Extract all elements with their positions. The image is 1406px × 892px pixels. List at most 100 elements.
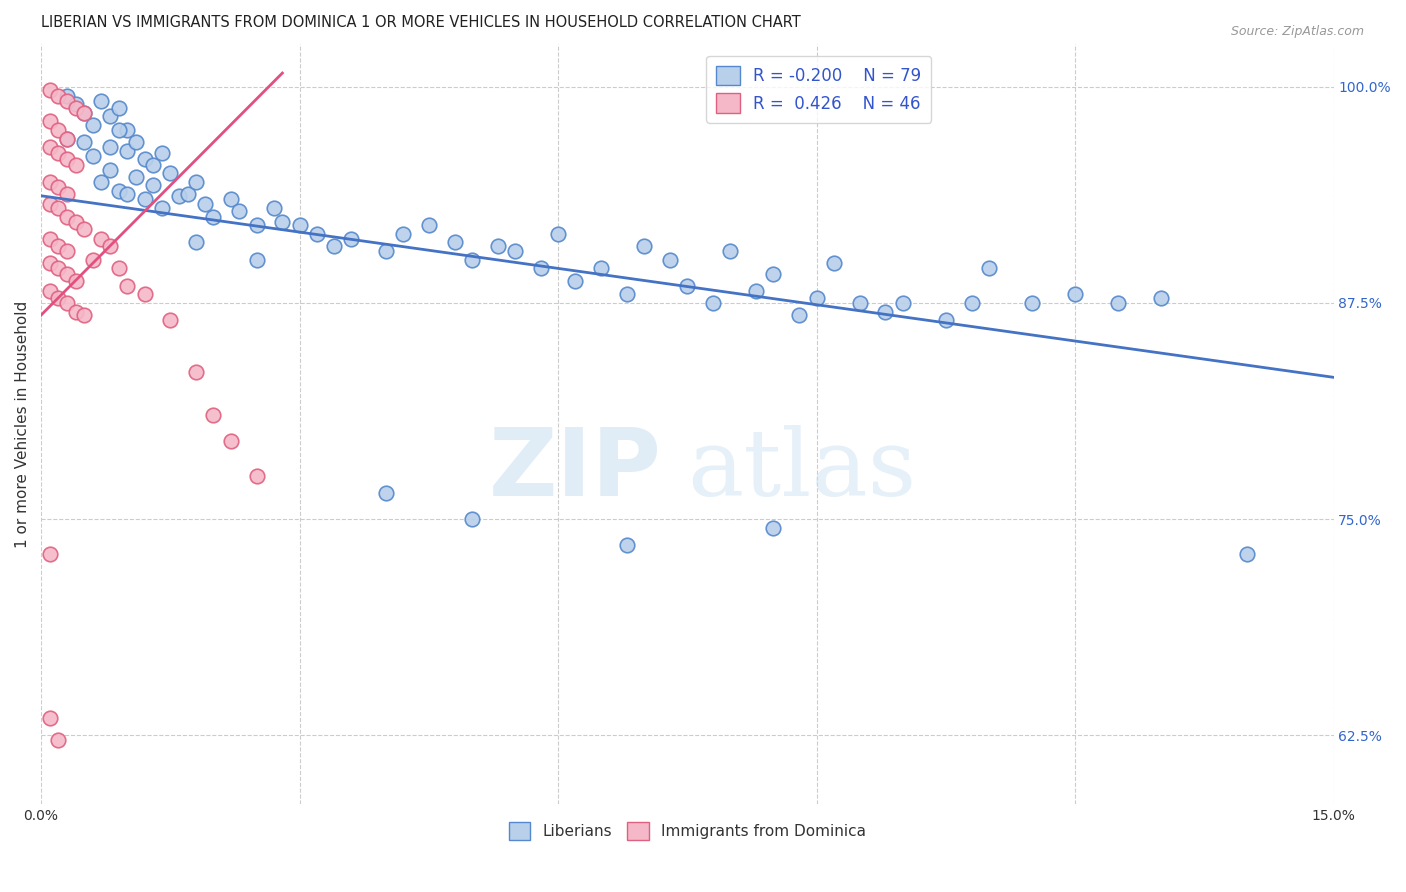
Point: [263, 201, 285, 215]
Point: [46, 88, 69, 103]
Point: [38, 175, 60, 189]
Point: [891, 296, 914, 310]
Point: [374, 244, 396, 259]
Point: [134, 153, 156, 167]
Point: [56, 187, 79, 202]
Point: [1236, 547, 1258, 561]
Point: [702, 296, 724, 310]
Point: [46, 291, 69, 305]
Point: [38, 83, 60, 97]
Text: LIBERIAN VS IMMIGRANTS FROM DOMINICA 1 OR MORE VEHICLES IN HOUSEHOLD CORRELATION: LIBERIAN VS IMMIGRANTS FROM DOMINICA 1 O…: [41, 15, 801, 30]
Point: [245, 468, 267, 483]
Point: [159, 313, 181, 327]
Legend: Liberians, Immigrants from Dominica: Liberians, Immigrants from Dominica: [502, 816, 872, 847]
Point: [46, 261, 69, 276]
Point: [73, 105, 96, 120]
Point: [1021, 296, 1043, 310]
Point: [117, 123, 139, 137]
Point: [65, 158, 87, 172]
Point: [194, 197, 217, 211]
Point: [245, 218, 267, 232]
Point: [591, 261, 613, 276]
Y-axis label: 1 or more Vehicles in Household: 1 or more Vehicles in Household: [15, 301, 30, 548]
Point: [107, 101, 129, 115]
Point: [461, 252, 484, 267]
Point: [90, 175, 112, 189]
Point: [38, 197, 60, 211]
Point: [56, 153, 79, 167]
Point: [65, 215, 87, 229]
Point: [461, 512, 484, 526]
Point: [718, 244, 741, 259]
Point: [875, 304, 897, 318]
Point: [228, 204, 250, 219]
Point: [38, 711, 60, 725]
Point: [56, 132, 79, 146]
Point: [98, 239, 121, 253]
Point: [305, 227, 328, 241]
Point: [1107, 296, 1129, 310]
Point: [56, 94, 79, 108]
Point: [564, 273, 586, 287]
Point: [56, 296, 79, 310]
Point: [117, 278, 139, 293]
Point: [73, 308, 96, 322]
Point: [340, 232, 363, 246]
Point: [392, 227, 415, 241]
Point: [65, 273, 87, 287]
Point: [443, 235, 465, 250]
Point: [125, 135, 148, 149]
Point: [38, 256, 60, 270]
Point: [848, 296, 870, 310]
Point: [762, 267, 785, 281]
Point: [65, 101, 87, 115]
Point: [46, 123, 69, 137]
Point: [117, 187, 139, 202]
Point: [935, 313, 957, 327]
Text: ZIP: ZIP: [489, 424, 661, 516]
Point: [530, 261, 553, 276]
Point: [176, 187, 198, 202]
Point: [82, 118, 104, 132]
Point: [46, 201, 69, 215]
Point: [616, 538, 638, 552]
Point: [56, 132, 79, 146]
Point: [219, 192, 242, 206]
Point: [107, 184, 129, 198]
Point: [659, 252, 682, 267]
Point: [186, 175, 208, 189]
Point: [762, 521, 785, 535]
Point: [288, 218, 311, 232]
Point: [98, 140, 121, 154]
Point: [486, 239, 509, 253]
Point: [960, 296, 983, 310]
Point: [107, 123, 129, 137]
Point: [82, 149, 104, 163]
Point: [142, 158, 165, 172]
Point: [38, 114, 60, 128]
Point: [633, 239, 655, 253]
Point: [73, 135, 96, 149]
Point: [38, 547, 60, 561]
Point: [676, 278, 699, 293]
Point: [150, 201, 173, 215]
Point: [202, 409, 225, 423]
Point: [1064, 287, 1087, 301]
Point: [125, 169, 148, 184]
Point: [547, 227, 569, 241]
Point: [159, 166, 181, 180]
Point: [323, 239, 346, 253]
Point: [46, 239, 69, 253]
Point: [1150, 291, 1173, 305]
Point: [98, 162, 121, 177]
Point: [823, 256, 845, 270]
Point: [977, 261, 1000, 276]
Point: [186, 365, 208, 379]
Point: [82, 252, 104, 267]
Point: [38, 140, 60, 154]
Point: [374, 486, 396, 500]
Point: [65, 97, 87, 112]
Point: [245, 252, 267, 267]
Point: [745, 284, 768, 298]
Point: [167, 189, 190, 203]
